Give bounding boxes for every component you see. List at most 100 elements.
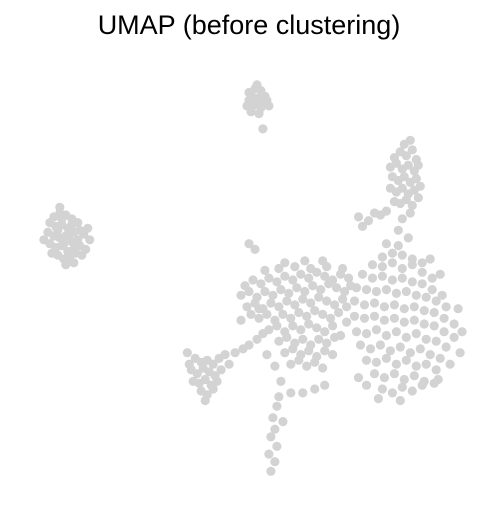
scatter-point [306, 298, 316, 308]
scatter-point [248, 275, 258, 285]
scatter-point [425, 350, 435, 360]
scatter-point [258, 124, 268, 134]
scatter-point [252, 334, 262, 344]
scatter-point [389, 300, 399, 310]
scatter-point [397, 183, 407, 193]
scatter-point [288, 344, 298, 354]
scatter-point [282, 296, 292, 306]
scatter-point [417, 258, 427, 268]
scatter-point [429, 307, 439, 318]
scatter-point [230, 348, 240, 358]
scatter-point [379, 373, 389, 383]
scatter-point [260, 265, 270, 275]
scatter-point [324, 279, 334, 289]
scatter-point [286, 388, 296, 398]
scatter-point [365, 344, 376, 354]
scatter-point [445, 359, 455, 369]
scatter-point [328, 321, 338, 331]
scatter-point [266, 298, 276, 308]
scatter-point [357, 221, 368, 231]
scatter-point [431, 296, 441, 306]
scatter-point [381, 330, 391, 341]
scatter-point [361, 329, 372, 339]
scatter-point [59, 239, 69, 249]
scatter-point [244, 340, 254, 350]
scatter-point [399, 374, 409, 385]
scatter-point [359, 313, 370, 323]
scatter-point [320, 327, 330, 337]
scatter-point [320, 380, 330, 390]
scatter-point [385, 346, 395, 356]
scatter-point [409, 371, 419, 381]
scatter-point [433, 374, 443, 385]
scatter-point [441, 302, 451, 312]
scatter-point [310, 357, 320, 367]
scatter-point [381, 353, 391, 363]
scatter-point [415, 344, 425, 354]
scatter-point [296, 269, 306, 279]
scatter-point [264, 273, 274, 283]
scatter-point [411, 174, 421, 184]
scatter-point [236, 290, 246, 300]
scatter-point [262, 350, 272, 360]
scatter-point [310, 306, 320, 316]
scatter-point [55, 202, 65, 212]
scatter-point [344, 273, 354, 283]
scatter-point [349, 311, 360, 321]
scatter-point [351, 283, 362, 293]
scatter-point [377, 252, 387, 262]
scatter-point [254, 109, 264, 119]
scatter-point [391, 327, 401, 337]
scatter-point [300, 286, 310, 297]
scatter-point [276, 285, 286, 295]
scatter-point [425, 254, 435, 264]
scatter-point [220, 350, 230, 360]
scatter-point [397, 250, 407, 260]
scatter-point [407, 145, 417, 155]
scatter-point [290, 262, 300, 272]
scatter-point [357, 269, 368, 279]
scatter-point [395, 395, 405, 406]
scatter-point [272, 441, 282, 451]
scatter-point [53, 225, 63, 235]
scatter-point [318, 309, 328, 319]
scatter-point [431, 336, 441, 346]
scatter-point [407, 260, 417, 270]
scatter-point [401, 332, 411, 342]
scatter-point [361, 355, 372, 365]
scatter-point [266, 466, 276, 476]
scatter-point [292, 283, 302, 293]
scatter-point [310, 384, 320, 394]
scatter-point [298, 388, 308, 398]
scatter-point [399, 317, 409, 327]
scatter-point [182, 348, 192, 358]
scatter-point [411, 361, 421, 371]
scatter-point [280, 348, 290, 358]
scatter-point [338, 263, 348, 274]
scatter-point [284, 288, 294, 298]
scatter-point [282, 332, 292, 342]
scatter-point [306, 263, 316, 274]
scatter-point [296, 325, 306, 335]
scatter-point [304, 273, 314, 283]
scatter-point [39, 235, 49, 245]
scatter-point [81, 244, 91, 254]
scatter-point [274, 263, 284, 274]
scatter-point [272, 401, 282, 411]
scatter-point [85, 235, 95, 245]
scatter-point [268, 413, 278, 423]
scatter-point [389, 369, 399, 379]
scatter-point [236, 315, 246, 325]
scatter-point [377, 384, 387, 394]
scatter-point [250, 298, 260, 308]
scatter-point [407, 386, 417, 396]
scatter-point [401, 286, 411, 297]
scatter-point [264, 101, 274, 111]
scatter-point [246, 107, 256, 117]
scatter-point [361, 380, 372, 390]
scatter-point [280, 258, 290, 268]
scatter-point [401, 195, 411, 205]
scatter-point [270, 361, 280, 371]
scatter-point [340, 286, 350, 297]
scatter-point [439, 327, 449, 337]
